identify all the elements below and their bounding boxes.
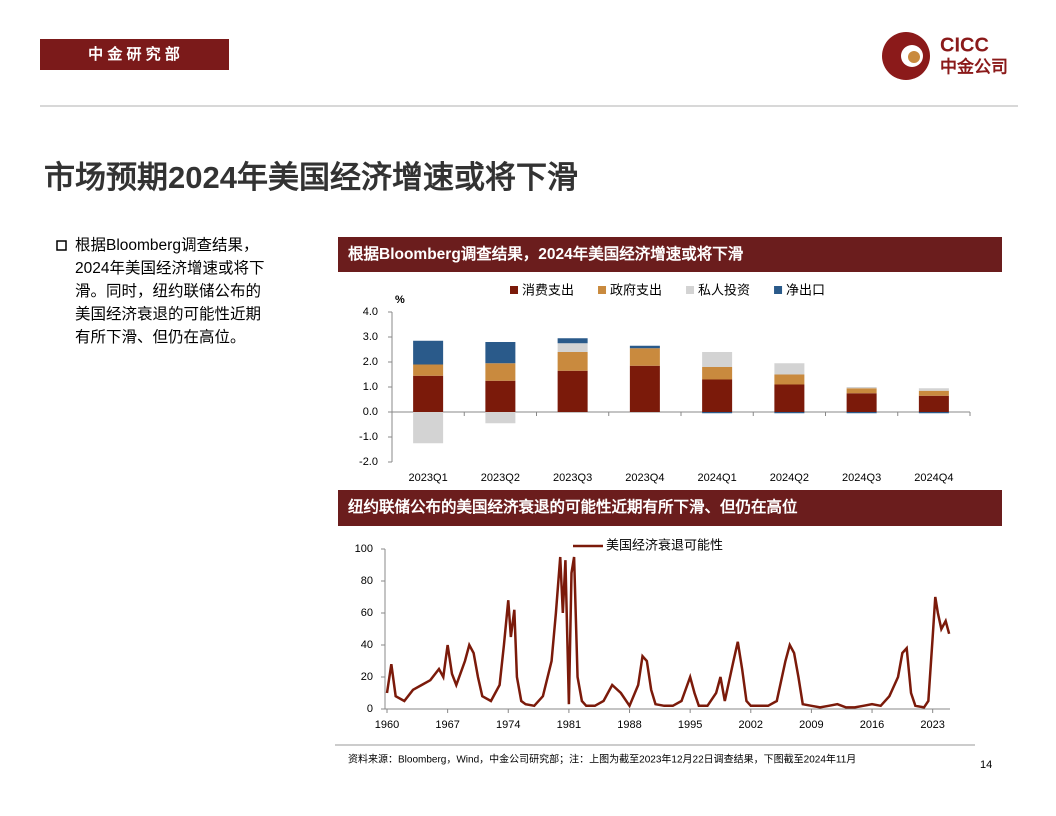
- legend-swatch: [686, 286, 695, 294]
- chart-header: [338, 490, 1002, 526]
- logo-cn: 中金公司: [940, 56, 1008, 76]
- bar-segment: [774, 374, 805, 385]
- chart-header: [338, 237, 1002, 272]
- y-tick-label: 4.0: [363, 306, 378, 318]
- x-tick-label: 2023Q1: [409, 472, 448, 484]
- bar-segment: [413, 364, 444, 376]
- x-tick-label: 2024Q2: [770, 472, 809, 484]
- x-tick-label: 2023: [920, 719, 944, 731]
- bar-segment: [629, 348, 660, 366]
- x-tick-label: 1988: [617, 719, 641, 731]
- bar-segment: [918, 395, 949, 412]
- bar-segment: [846, 393, 877, 412]
- bar-segment: [918, 390, 949, 396]
- bar-segment: [413, 412, 444, 444]
- x-tick-label: 1981: [557, 719, 581, 731]
- bar-segment: [702, 352, 733, 367]
- department-box: [40, 39, 229, 70]
- bullet-icon: [56, 240, 67, 251]
- x-tick-label: 1967: [435, 719, 459, 731]
- legend-swatch: [774, 286, 783, 294]
- x-tick-label: 1960: [375, 719, 399, 731]
- x-tick-label: 2023Q4: [625, 472, 664, 484]
- bar-segment: [485, 342, 516, 364]
- bar-segment: [702, 379, 733, 412]
- bar-segment: [918, 388, 949, 391]
- bar-segment: [485, 363, 516, 381]
- y-tick-label: 1.0: [363, 381, 378, 393]
- bar-segment: [557, 338, 588, 344]
- bar-segment: [846, 388, 877, 394]
- y-tick-label: 3.0: [363, 331, 378, 343]
- y-tick-label: 0.0: [363, 406, 378, 418]
- legend-label: 政府支出: [610, 282, 662, 297]
- bar-segment: [918, 412, 949, 414]
- bar-segment: [629, 365, 660, 412]
- legend-label: 净出口: [786, 282, 825, 297]
- legend-swatch: [510, 286, 518, 294]
- bar-segment: [557, 370, 588, 412]
- chart-title: 根据Bloomberg调查结果，2024年美国经济增速或将下滑: [348, 244, 744, 263]
- bar-segment: [557, 352, 588, 371]
- bullet-line: 根据Bloomberg调查结果，: [75, 236, 258, 254]
- x-tick-label: 1995: [678, 719, 702, 731]
- y-unit: %: [395, 294, 405, 306]
- bar-segment: [774, 384, 805, 412]
- y-tick-label: 20: [361, 671, 373, 683]
- y-tick-label: 0: [367, 703, 373, 715]
- footnote: 资料来源：Bloomberg，Wind，中金公司研究部；注：上图为截至2023年…: [348, 753, 856, 766]
- bar-segment: [774, 412, 805, 414]
- legend-label: 消费支出: [522, 282, 574, 297]
- department: 中 金 研 究 部: [88, 45, 180, 63]
- bar-segment: [413, 375, 444, 412]
- bar-segment: [846, 412, 877, 414]
- bar-segment: [702, 412, 733, 414]
- bar-segment: [774, 363, 805, 375]
- logo-dot: [908, 51, 920, 63]
- x-tick-label: 2023Q2: [481, 472, 520, 484]
- x-tick-label: 2024Q3: [842, 472, 881, 484]
- y-tick-label: -1.0: [359, 431, 378, 443]
- line-series: [385, 556, 951, 709]
- bar-segment: [485, 412, 516, 424]
- y-tick-label: 80: [361, 575, 373, 587]
- bullet-line: 有所下滑、但仍在高位。: [75, 328, 246, 346]
- logo-en: CICC: [940, 34, 989, 56]
- legend-swatch: [598, 286, 607, 294]
- bar-segment: [413, 340, 444, 365]
- bar-segment: [485, 380, 516, 412]
- x-tick-label: 1974: [496, 719, 520, 731]
- x-tick-label: 2016: [860, 719, 884, 731]
- x-tick-label: 2024Q4: [914, 472, 953, 484]
- y-tick-label: 60: [361, 607, 373, 619]
- bullet-line: 2024年美国经济增速或将下: [75, 259, 264, 277]
- chart-title: 纽约联储公布的美国经济衰退的可能性近期有所下滑、但仍在高位: [348, 497, 798, 516]
- slide-title: 市场预期2024年美国经济增速或将下滑: [44, 160, 578, 195]
- bar-segment: [557, 343, 588, 352]
- x-tick-label: 2009: [799, 719, 823, 731]
- bar-segment: [702, 367, 733, 380]
- bullet-line: 美国经济衰退的可能性近期: [75, 305, 261, 323]
- legend-label: 私人投资: [698, 282, 750, 297]
- y-tick-label: 40: [361, 639, 373, 651]
- x-tick-label: 2023Q3: [553, 472, 592, 484]
- x-tick-label: 2024Q1: [698, 472, 737, 484]
- bar-segment: [629, 345, 660, 349]
- y-tick-label: -2.0: [359, 456, 378, 468]
- y-tick-label: 100: [355, 543, 373, 555]
- page-number: 14: [980, 759, 992, 771]
- x-tick-label: 2002: [739, 719, 763, 731]
- bar-segment: [846, 387, 877, 389]
- legend-label: 美国经济衰退可能性: [606, 537, 723, 552]
- y-tick-label: 2.0: [363, 356, 378, 368]
- bullet-line: 滑。同时，纽约联储公布的: [75, 282, 261, 300]
